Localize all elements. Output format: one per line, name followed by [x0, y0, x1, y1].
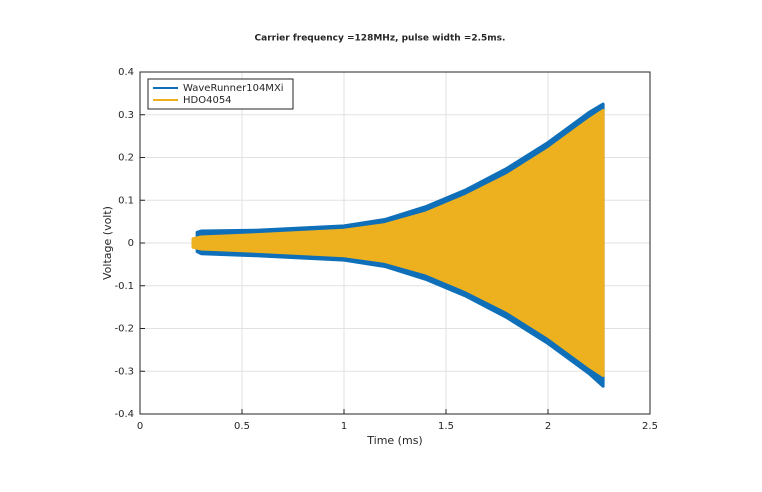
chart-title: Carrier frequency =128MHz, pulse width =…	[255, 34, 506, 44]
y-axis-label: Voltage (volt)	[101, 206, 114, 280]
y-tick-label: -0.3	[114, 366, 134, 377]
x-tick-label: 0	[137, 421, 143, 432]
legend-label: HDO4054	[183, 95, 232, 106]
y-tick-label: 0.1	[118, 195, 134, 206]
x-tick-label: 1	[341, 421, 347, 432]
plot-frame	[139, 71, 651, 415]
x-tick-label: 2	[545, 421, 551, 432]
y-tick-label: 0.4	[118, 67, 134, 78]
legend-box	[147, 78, 294, 110]
x-tick-label: 0.5	[234, 421, 250, 432]
signal-envelope	[191, 109, 605, 377]
x-axis-label: Time (ms)	[366, 434, 422, 447]
y-tick-label: -0.2	[114, 324, 134, 335]
y-tick-label: -0.4	[114, 409, 134, 420]
x-tick-label: 2.5	[642, 421, 658, 432]
x-tick-label: 1.5	[438, 421, 454, 432]
y-tick-label: 0.3	[118, 110, 134, 121]
y-tick-label: -0.1	[114, 281, 134, 292]
legend-label: WaveRunner104MXi	[183, 83, 284, 94]
y-tick-label: 0.2	[118, 153, 134, 164]
y-tick-label: 0	[128, 238, 134, 249]
